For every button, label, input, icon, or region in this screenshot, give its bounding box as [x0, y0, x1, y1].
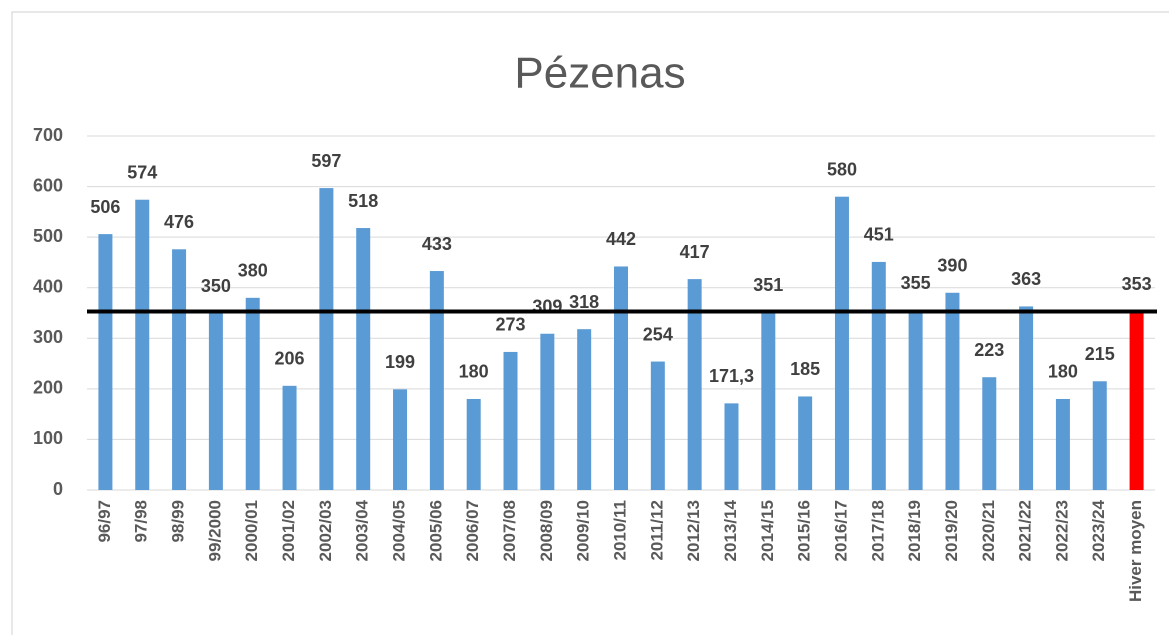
- y-tick-label: 700: [33, 125, 63, 145]
- bar: [172, 249, 187, 490]
- x-tick-label: 2008/09: [537, 500, 556, 561]
- y-tick-label: 600: [33, 175, 63, 195]
- data-label: 309: [532, 296, 562, 316]
- data-label: 350: [201, 276, 231, 296]
- bar: [908, 310, 923, 490]
- data-label: 451: [864, 225, 894, 245]
- bar: [282, 385, 297, 490]
- x-tick-label: 2006/07: [463, 500, 482, 561]
- x-tick-label: 2009/10: [574, 500, 593, 561]
- x-tick-label: 99/2000: [205, 500, 224, 561]
- bar: [1129, 311, 1144, 490]
- x-tick-label: 2004/05: [390, 500, 409, 561]
- data-label: 506: [90, 197, 120, 217]
- x-tick-label: 97/98: [132, 500, 151, 543]
- x-tick-label: 2003/04: [353, 499, 372, 561]
- data-label: 180: [459, 362, 489, 382]
- y-tick-label: 200: [33, 378, 63, 398]
- x-tick-label: 2021/22: [1016, 500, 1035, 561]
- data-label: 363: [1011, 269, 1041, 289]
- data-label: 574: [127, 162, 157, 182]
- x-tick-label: 2014/15: [758, 500, 777, 561]
- x-tick-label: 98/99: [169, 500, 188, 543]
- bar: [614, 266, 628, 490]
- bar: [540, 333, 555, 490]
- data-label: 580: [827, 159, 857, 179]
- data-label: 171,3: [709, 366, 754, 386]
- data-label: 380: [238, 261, 268, 281]
- data-label: 185: [790, 359, 820, 379]
- data-label: 273: [495, 315, 525, 335]
- data-label: 433: [422, 234, 452, 254]
- chart-frame: [11, 11, 1169, 635]
- x-tick-label: 96/97: [95, 500, 114, 543]
- x-tick-label: 2020/21: [979, 500, 998, 561]
- data-label: 390: [937, 256, 967, 276]
- bar: [1092, 381, 1107, 490]
- x-tick-label: 2011/12: [647, 500, 666, 561]
- x-tick-label: 2000/01: [242, 500, 261, 561]
- bar: [577, 329, 592, 490]
- y-tick-label: 0: [53, 479, 63, 499]
- bar: [798, 396, 813, 490]
- x-tick-label: 2018/19: [905, 500, 924, 561]
- bar: [1055, 398, 1070, 490]
- data-label: 215: [1085, 344, 1115, 364]
- bar: [429, 271, 444, 490]
- x-tick-label: 2019/20: [942, 500, 961, 561]
- data-label: 476: [164, 212, 194, 232]
- x-tick-label: Hiver moyen: [1126, 500, 1145, 602]
- bar: [834, 196, 849, 490]
- data-label: 223: [974, 340, 1004, 360]
- data-label: 353: [1122, 274, 1152, 294]
- bar: [724, 403, 739, 490]
- x-tick-label: 2010/11: [610, 500, 629, 561]
- data-label: 351: [753, 275, 783, 295]
- bar: [393, 389, 408, 490]
- x-tick-label: 2012/13: [684, 500, 703, 561]
- x-tick-label: 2007/08: [500, 500, 519, 561]
- bar: [650, 361, 665, 490]
- bar: [1019, 306, 1034, 490]
- bar: [356, 228, 371, 491]
- x-tick-label: 2005/06: [426, 500, 445, 561]
- x-tick-label: 2016/17: [831, 500, 850, 561]
- bar: [871, 261, 886, 490]
- x-tick-label: 2015/16: [795, 500, 814, 561]
- chart-title: Pézenas: [514, 49, 685, 98]
- bar: [687, 279, 702, 490]
- x-tick-label: 2023/24: [1089, 499, 1108, 561]
- data-label: 355: [901, 273, 931, 293]
- bar: [319, 188, 334, 491]
- bar: [945, 292, 960, 490]
- bar: [98, 234, 113, 490]
- bar: [982, 377, 997, 490]
- bar: [761, 312, 776, 490]
- y-tick-label: 400: [33, 276, 63, 296]
- x-tick-label: 2002/03: [316, 500, 335, 561]
- y-tick-label: 300: [33, 327, 63, 347]
- x-tick-label: 2017/18: [868, 500, 887, 561]
- bar: [135, 199, 150, 490]
- data-label: 442: [606, 229, 636, 249]
- bar: [245, 297, 260, 490]
- bar: [503, 351, 518, 490]
- data-label: 318: [569, 292, 599, 312]
- data-label: 206: [275, 349, 305, 369]
- y-tick-label: 500: [33, 226, 63, 246]
- data-label: 518: [348, 191, 378, 211]
- x-tick-label: 2013/14: [721, 499, 740, 561]
- data-label: 597: [311, 151, 341, 171]
- data-label: 199: [385, 352, 415, 372]
- y-tick-label: 100: [33, 428, 63, 448]
- bar: [208, 313, 223, 490]
- data-label: 180: [1048, 362, 1078, 382]
- x-tick-label: 2001/02: [279, 500, 298, 561]
- data-label: 417: [680, 242, 710, 262]
- data-label: 254: [643, 324, 673, 344]
- x-tick-label: 2022/23: [1052, 500, 1071, 561]
- bar: [466, 398, 481, 490]
